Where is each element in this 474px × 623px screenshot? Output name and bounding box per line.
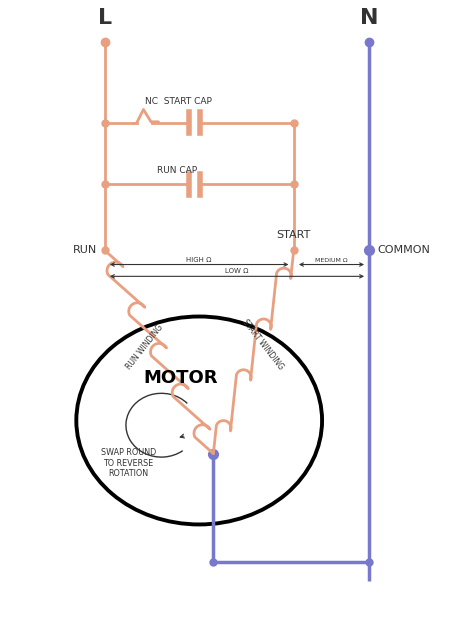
Text: HIGH Ω: HIGH Ω — [186, 257, 212, 263]
Text: RUN WINDING: RUN WINDING — [125, 323, 165, 371]
Text: SWAP ROUND
TO REVERSE
ROTATION: SWAP ROUND TO REVERSE ROTATION — [100, 448, 156, 478]
Text: START: START — [276, 230, 311, 240]
Text: MEDIUM Ω: MEDIUM Ω — [315, 258, 348, 263]
Text: RUN: RUN — [73, 245, 98, 255]
Text: L: L — [98, 8, 112, 28]
Text: LOW Ω: LOW Ω — [225, 269, 249, 275]
Text: COMMON: COMMON — [378, 245, 431, 255]
Text: MOTOR: MOTOR — [143, 369, 218, 387]
Text: NC  START CAP: NC START CAP — [145, 97, 212, 106]
Text: START WINDING: START WINDING — [241, 318, 285, 372]
Text: N: N — [360, 8, 379, 28]
Text: RUN CAP: RUN CAP — [156, 166, 197, 174]
